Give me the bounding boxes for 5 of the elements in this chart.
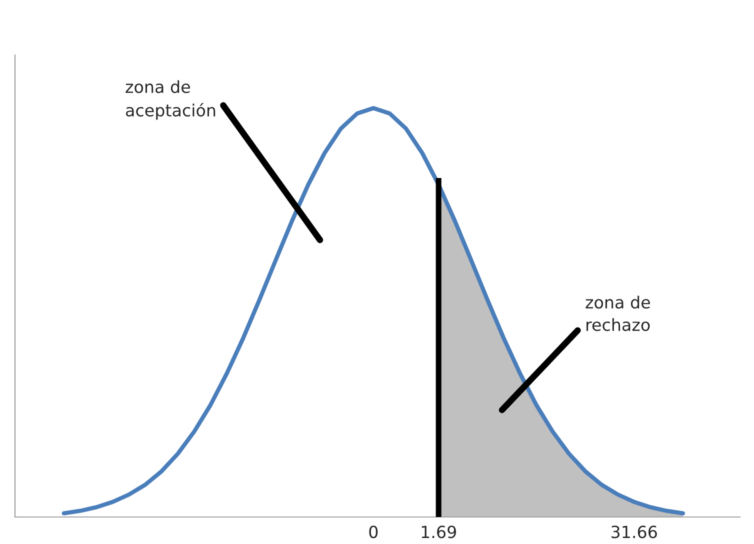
- x-tick-label: 0: [369, 526, 378, 538]
- x-tick-label: 1.69: [422, 526, 456, 538]
- annotation: zona de aceptación: [126, 80, 216, 120]
- x-tick-label: 31.66: [612, 526, 657, 538]
- annotation: zona de rechazo: [586, 296, 650, 332]
